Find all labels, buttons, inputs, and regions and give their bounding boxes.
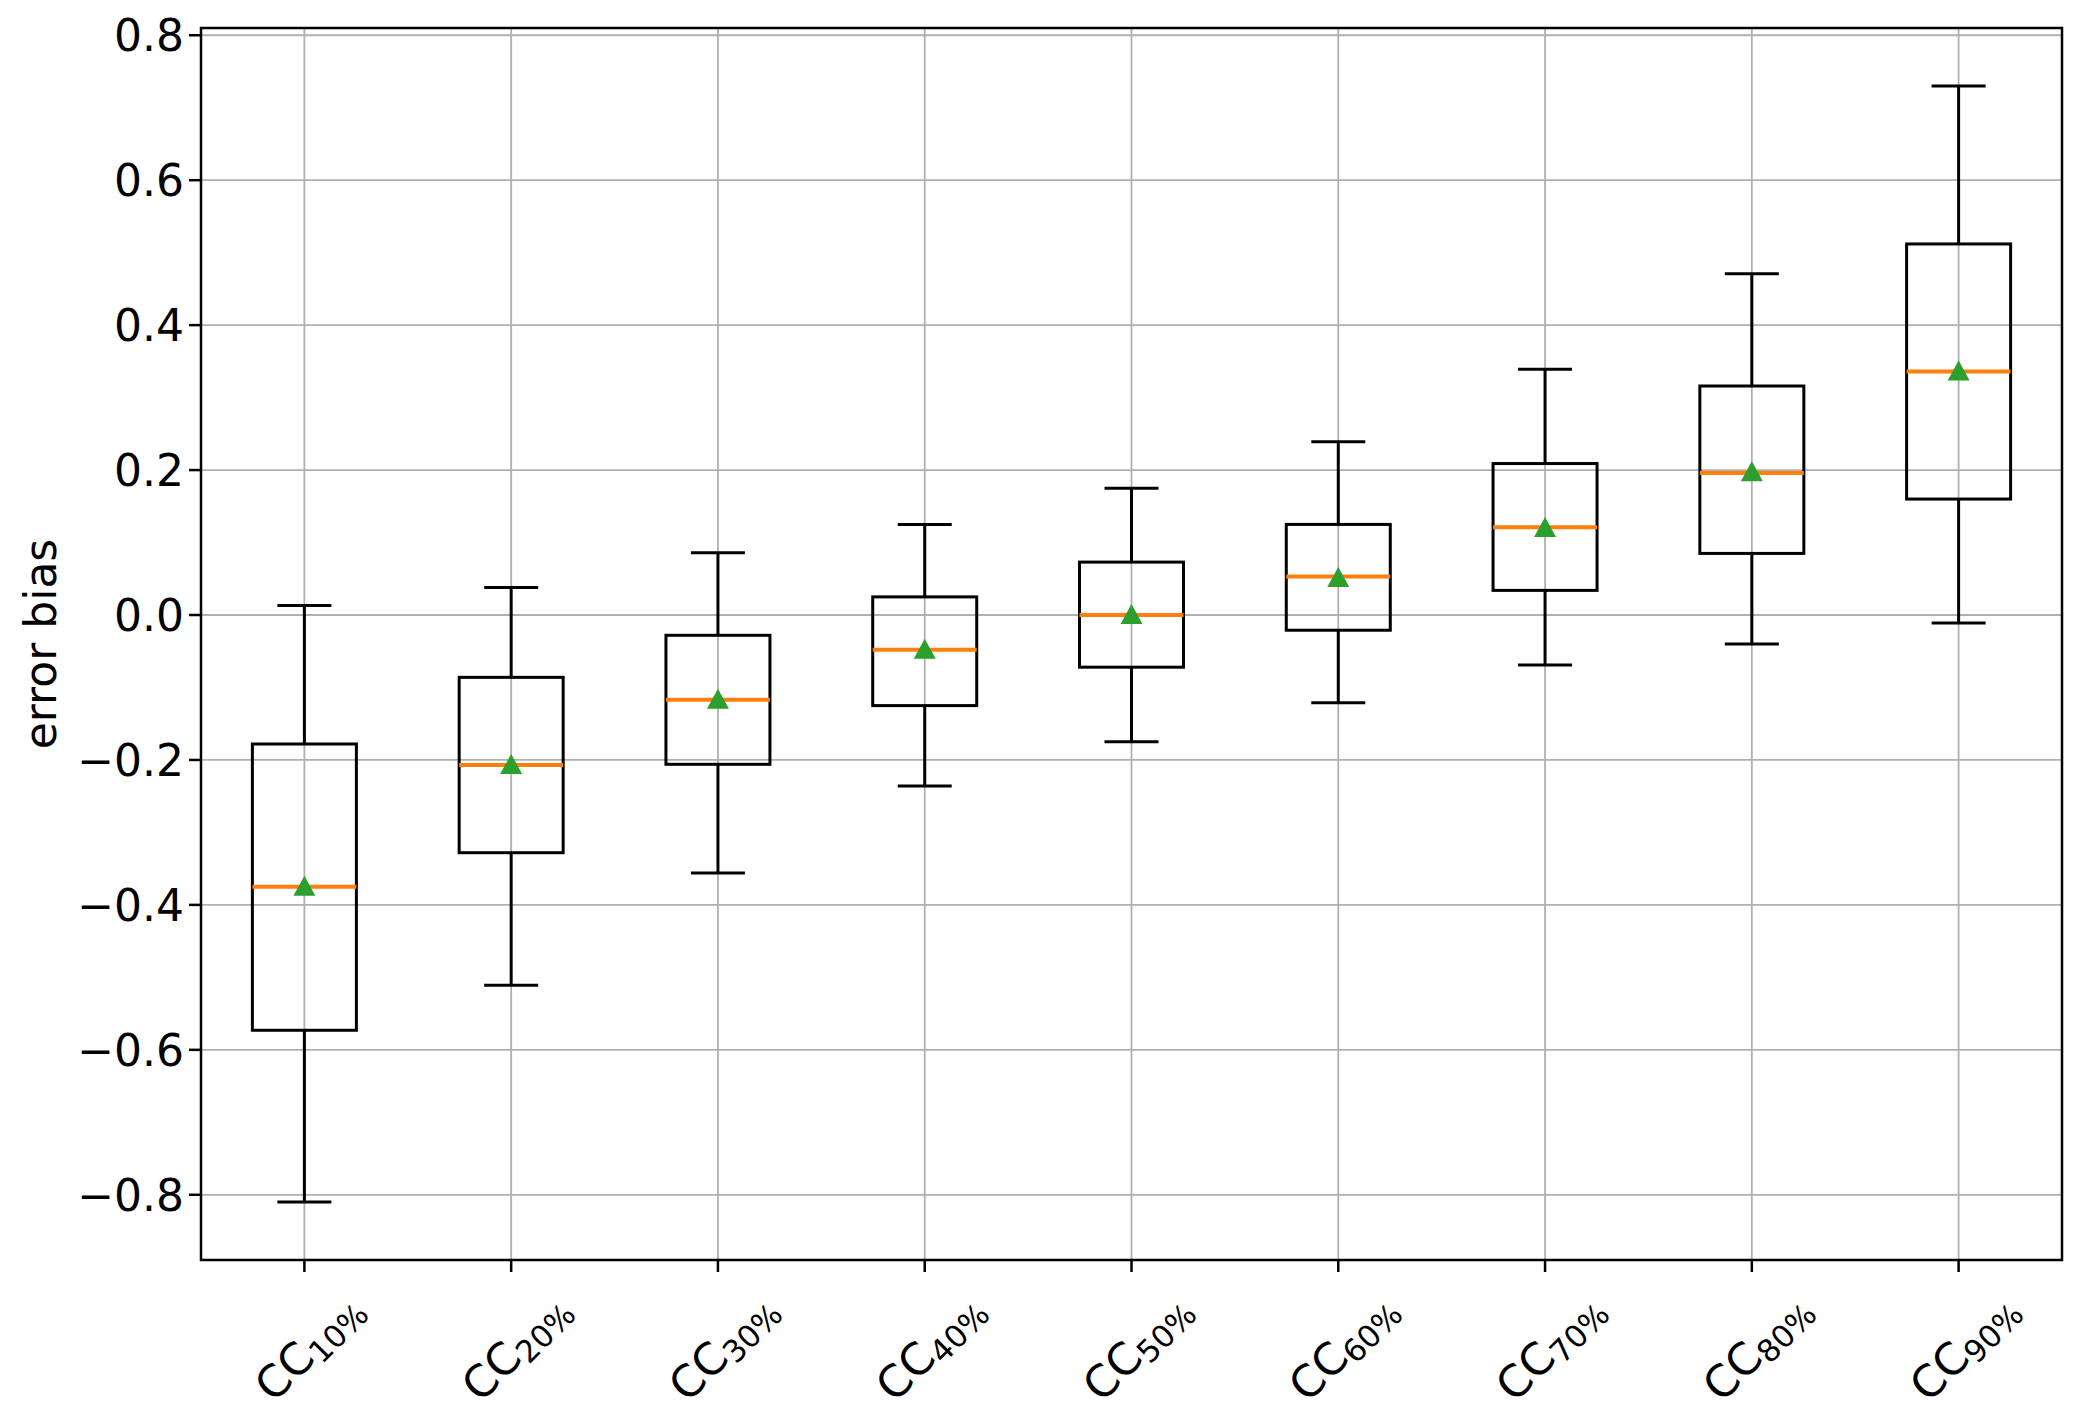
boxplot-canvas bbox=[0, 0, 2081, 1424]
y-tick-label: 0.4 bbox=[114, 300, 184, 351]
y-tick-label: −0.4 bbox=[77, 879, 184, 930]
y-axis-label: error bias bbox=[15, 539, 66, 750]
y-tick-label: 0.8 bbox=[114, 10, 184, 61]
y-tick-label: −0.6 bbox=[77, 1024, 184, 1075]
y-tick-label: 0.0 bbox=[114, 590, 184, 641]
boxplot-figure: error bias 0.8 0.6 0.4 0.2 0.0 −0.2 −0.4… bbox=[0, 0, 2081, 1424]
y-tick-label: 0.2 bbox=[114, 445, 184, 496]
y-tick-label: −0.2 bbox=[77, 734, 184, 785]
y-tick-label: −0.8 bbox=[77, 1169, 184, 1220]
y-tick-label: 0.6 bbox=[114, 155, 184, 206]
